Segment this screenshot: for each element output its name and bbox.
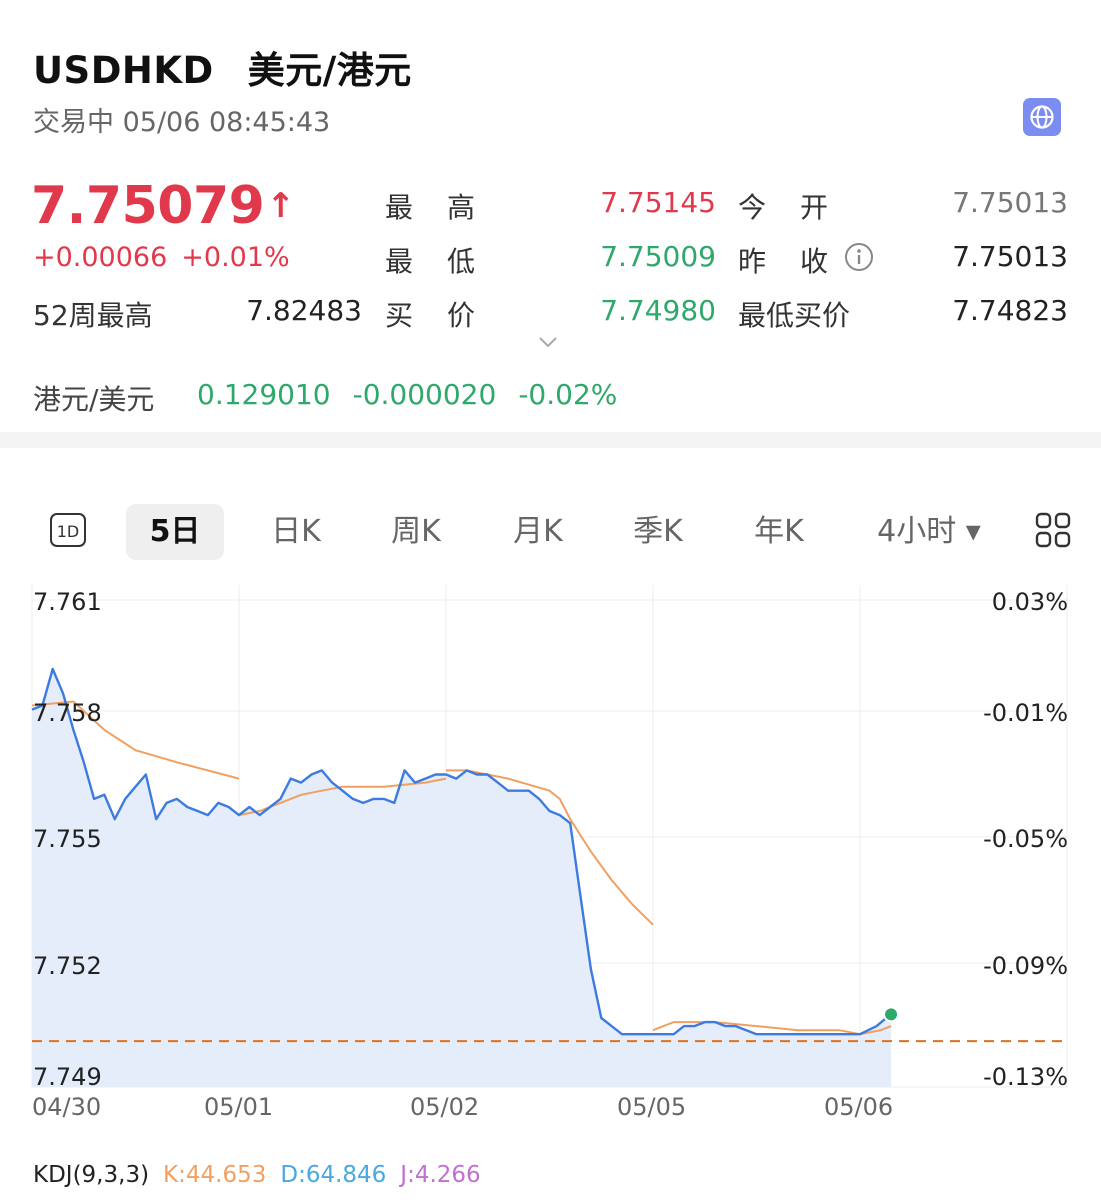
tab-1d[interactable]: 1D xyxy=(50,513,86,547)
high-label: 最高 xyxy=(385,191,510,224)
tab-quarter-k[interactable]: 季K xyxy=(633,514,683,549)
inverse-pair-label: 港元/美元 xyxy=(33,383,155,416)
lowest-bid-value: 7.74823 xyxy=(952,294,1068,327)
last-price-dot xyxy=(883,1006,900,1023)
prev-close-label: 昨收 xyxy=(738,245,863,278)
y-tick-left-0: 7.761 xyxy=(33,588,102,616)
low-value: 7.75009 xyxy=(600,240,716,273)
price-line xyxy=(31,667,892,1036)
kdj-k: K:44.653 xyxy=(163,1162,267,1188)
prev-close-value: 7.75013 xyxy=(952,240,1068,273)
tab-week-k[interactable]: 周K xyxy=(391,514,441,549)
x-tick-2: 05/02 xyxy=(410,1093,480,1121)
x-tick-1: 05/01 xyxy=(204,1093,274,1121)
chevron-down-icon[interactable] xyxy=(538,334,558,348)
y-tick-left-2: 7.755 xyxy=(33,825,102,853)
x-tick-3: 05/05 xyxy=(617,1093,687,1121)
tab-4h-dropdown[interactable]: 4小时 ▾ xyxy=(877,514,981,549)
symbol: USDHKD xyxy=(33,49,214,92)
grid-icon[interactable] xyxy=(1035,512,1071,548)
kdj-j: J:4.266 xyxy=(400,1162,481,1188)
inverse-pair-quote: 0.129010 -0.000020 -0.02% xyxy=(197,378,618,411)
info-icon[interactable] xyxy=(844,242,874,272)
open-value: 7.75013 xyxy=(952,186,1068,219)
change-abs: +0.00066 xyxy=(33,242,168,273)
y-tick-right-1: -0.01% xyxy=(983,699,1068,727)
price-area-fill xyxy=(32,669,892,1087)
tab-5d[interactable]: 5日 xyxy=(126,504,224,560)
low-label: 最低 xyxy=(385,245,510,278)
tab-month-k[interactable]: 月K xyxy=(513,514,563,549)
kdj-name: KDJ(9,3,3) xyxy=(33,1162,150,1188)
bid-value: 7.74980 xyxy=(600,294,716,327)
globe-icon[interactable] xyxy=(1023,98,1061,136)
y-tick-right-2: -0.05% xyxy=(983,825,1068,853)
section-divider xyxy=(0,432,1101,448)
tab-day-k[interactable]: 日K xyxy=(271,514,321,549)
page-title: USDHKD 美元/港元 xyxy=(33,40,412,94)
bid-label: 买价 xyxy=(385,299,510,332)
open-label: 今开 xyxy=(738,191,863,224)
y-tick-right-4: -0.13% xyxy=(983,1063,1068,1091)
x-tick-4: 05/06 xyxy=(824,1093,894,1121)
last-price: 7.75079↑ xyxy=(31,176,295,236)
y-tick-left-1: 7.758 xyxy=(33,699,102,727)
pair-name: 美元/港元 xyxy=(247,49,412,92)
change-pct: +0.01% xyxy=(181,242,290,273)
price-change: +0.00066 +0.01% xyxy=(33,242,290,273)
up-arrow-icon: ↑ xyxy=(266,186,295,226)
kdj-indicator[interactable]: KDJ(9,3,3) K:44.653 D:64.846 J:4.266 xyxy=(33,1162,481,1188)
y-tick-right-3: -0.09% xyxy=(983,952,1068,980)
y-tick-left-3: 7.752 xyxy=(33,952,102,980)
y-tick-right-0: 0.03% xyxy=(991,588,1068,616)
high-value: 7.75145 xyxy=(600,186,716,219)
x-tick-0: 04/30 xyxy=(32,1093,102,1121)
average-line-segment-3 xyxy=(652,1021,892,1036)
52wk-high-label: 52周最高 xyxy=(33,299,153,332)
kdj-d: D:64.846 xyxy=(280,1162,387,1188)
52wk-high-value: 7.82483 xyxy=(246,294,362,327)
lowest-bid-label: 最低买价 xyxy=(738,299,851,332)
y-tick-left-4: 7.749 xyxy=(33,1063,102,1091)
trading-status: 交易中 05/06 08:45:43 xyxy=(33,107,331,138)
tab-year-k[interactable]: 年K xyxy=(754,514,804,549)
